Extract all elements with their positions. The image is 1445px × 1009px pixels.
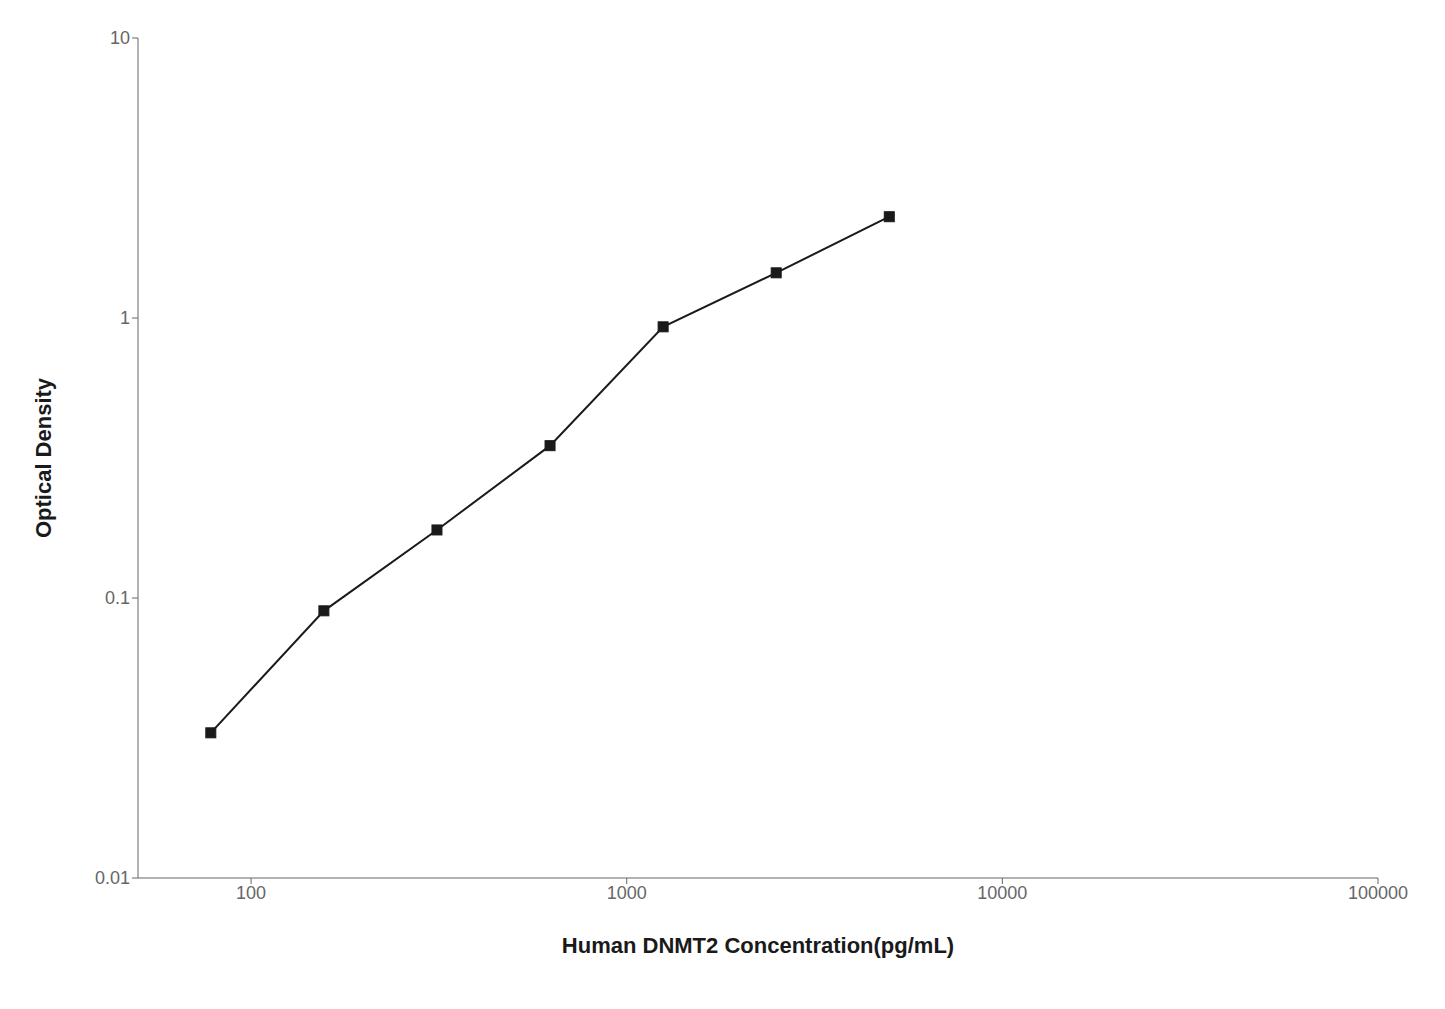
svg-text:Human DNMT2 Concentration(pg/m: Human DNMT2 Concentration(pg/mL) [562, 933, 954, 958]
svg-text:1: 1 [120, 308, 130, 328]
svg-text:Optical Density: Optical Density [31, 377, 56, 538]
svg-text:100000: 100000 [1348, 883, 1408, 903]
svg-text:1000: 1000 [607, 883, 647, 903]
svg-text:10000: 10000 [977, 883, 1027, 903]
svg-text:10: 10 [110, 28, 130, 48]
svg-text:100: 100 [236, 883, 266, 903]
svg-text:0.1: 0.1 [105, 588, 130, 608]
svg-text:0.01: 0.01 [95, 868, 130, 888]
